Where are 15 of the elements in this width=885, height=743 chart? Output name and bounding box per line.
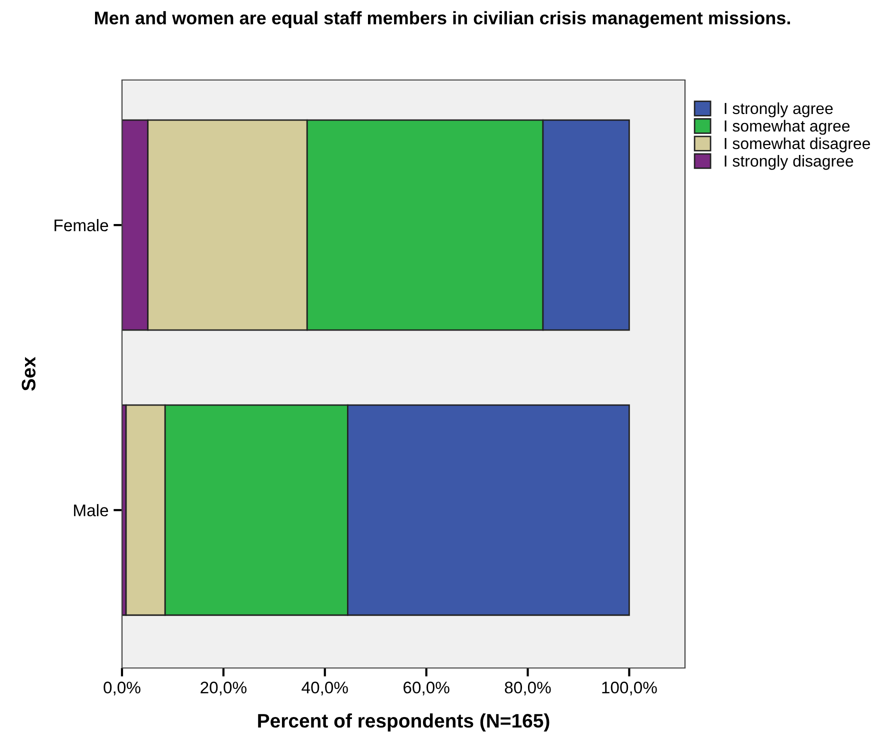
x-tick-label: 40,0% <box>302 682 348 696</box>
legend-label: I somewhat disagree <box>724 137 870 152</box>
x-tick-label: 100,0% <box>602 682 657 696</box>
legend-label: I strongly disagree <box>724 154 854 170</box>
x-tick-label: 0,0% <box>104 682 140 696</box>
x-tick-label: 80,0% <box>504 682 551 696</box>
y-tick-label: Male <box>74 504 108 516</box>
legend-label: I somewhat agree <box>724 120 850 135</box>
x-axis-title: Percent of respondents (N=165) <box>258 713 550 732</box>
chart-title: Men and women are equal staff members in civilian crisis management missions. <box>95 11 790 28</box>
x-tick-label: 60,0% <box>404 682 450 696</box>
y-tick-label: Female <box>54 219 108 232</box>
x-tick-label: 20,0% <box>200 682 246 696</box>
y-axis-title: Sex <box>22 356 36 391</box>
legend-label: I strongly agree <box>724 102 833 118</box>
